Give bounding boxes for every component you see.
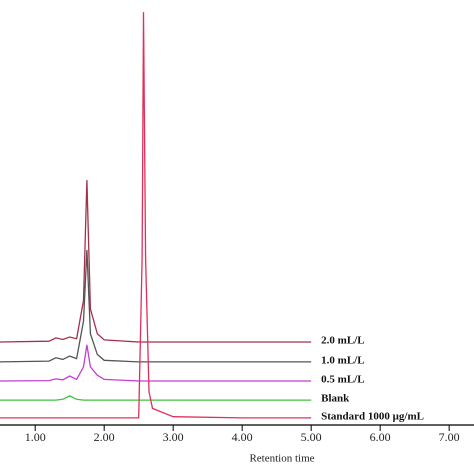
series-label: Blank <box>321 393 350 405</box>
x-tick-label: 7.00 <box>439 430 460 444</box>
x-tick-label: 5.00 <box>301 430 322 444</box>
x-tick-label: 2.00 <box>94 430 115 444</box>
series-line <box>0 249 312 363</box>
series-label: Standard 1000 μg/mL <box>321 410 424 422</box>
series-line <box>0 12 312 419</box>
x-tick-label: 6.00 <box>370 430 391 444</box>
series-line <box>0 344 312 382</box>
x-tick-label: 3.00 <box>163 430 184 444</box>
x-tick-label: 1.00 <box>25 430 46 444</box>
x-axis-label: Retention time <box>249 453 314 465</box>
series-label: 1.0 mL/L <box>321 354 364 366</box>
series-line <box>0 180 312 343</box>
series-label: 0.5 mL/L <box>321 374 364 386</box>
series-label: 2.0 mL/L <box>321 335 364 347</box>
x-tick-label: 4.00 <box>232 430 253 444</box>
series-line <box>0 395 312 401</box>
